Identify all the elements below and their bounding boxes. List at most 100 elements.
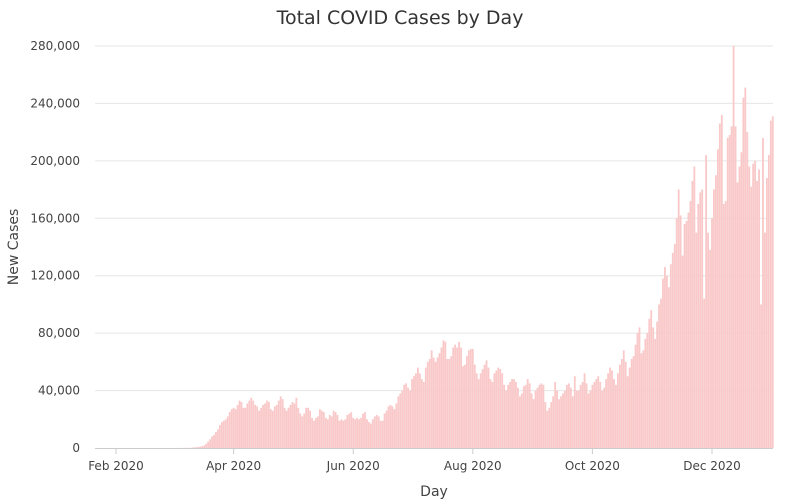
bar [632,356,635,448]
bar [373,416,376,448]
bar [536,387,539,448]
bar [764,232,766,448]
bar [499,369,502,448]
bar [291,402,294,448]
bar [650,310,653,448]
bar [348,413,351,448]
bar [607,373,609,448]
bar [338,420,341,448]
bar [660,298,662,448]
bar [520,393,523,448]
bar [658,304,660,448]
bar [409,390,411,448]
bar [346,414,349,448]
bar [401,390,404,448]
bar [315,417,317,448]
bar [644,338,647,448]
bar [344,419,347,448]
bar [219,425,221,448]
bar [299,413,302,448]
bar [456,347,459,448]
bar [415,373,417,448]
bar [585,383,588,448]
bar [387,406,390,448]
bar [720,114,723,449]
bar [385,410,388,448]
bar [571,396,574,448]
bar [269,409,272,448]
bar [601,390,604,448]
bar [393,409,396,448]
bar [532,399,535,448]
bar [740,152,743,448]
bar [752,163,755,448]
bar [622,350,625,448]
bar [483,364,486,448]
bar [250,397,253,448]
bar [203,445,206,448]
bar [687,212,690,448]
bar [366,419,368,448]
bar [562,393,564,448]
bar [440,347,443,448]
bar [242,407,245,448]
bar [583,373,586,448]
bar [705,155,708,448]
bar [450,356,453,448]
bar [391,406,394,448]
bar [542,384,545,448]
bar [213,435,215,448]
bar [628,367,631,448]
x-axis: Feb 2020 Apr 2020 Jun 2020 Aug 2020 Oct 2020… [88,448,773,473]
bar [597,376,600,448]
bar [646,333,649,448]
bar [281,399,284,448]
bar [283,407,286,448]
bar [567,383,570,448]
bar [236,404,239,448]
bar [491,381,494,448]
bar [481,369,484,448]
bar [528,383,531,448]
bar [673,244,676,448]
bar [430,350,433,448]
bar [595,379,598,448]
bar [746,132,749,448]
bar [522,386,525,448]
bar [422,381,425,448]
bar [640,353,643,448]
bar [573,376,576,448]
y-tick-label: 280,000 [30,39,80,53]
bar [395,403,398,448]
y-tick-label: 200,000 [30,154,80,168]
bar [524,384,527,448]
bar [624,361,627,448]
bar [769,120,772,449]
bar [258,410,261,448]
bar [195,447,198,448]
bar [630,358,633,448]
bar [575,390,578,448]
bar [266,400,268,448]
bar [332,410,335,448]
bar [501,373,504,448]
bar [593,381,596,448]
bar [611,370,613,448]
bar [466,356,468,448]
bar [432,357,435,448]
bar [671,252,674,448]
bar [244,407,247,448]
bar [317,416,319,448]
bar [683,224,686,448]
bar [295,397,298,448]
bar [262,404,264,448]
bar [664,267,666,448]
bar [767,155,770,448]
bar [591,384,594,448]
bar [444,341,447,448]
bar [279,396,282,448]
bar [654,338,657,448]
bar [716,149,719,448]
bar [685,221,688,448]
bar [734,126,737,449]
